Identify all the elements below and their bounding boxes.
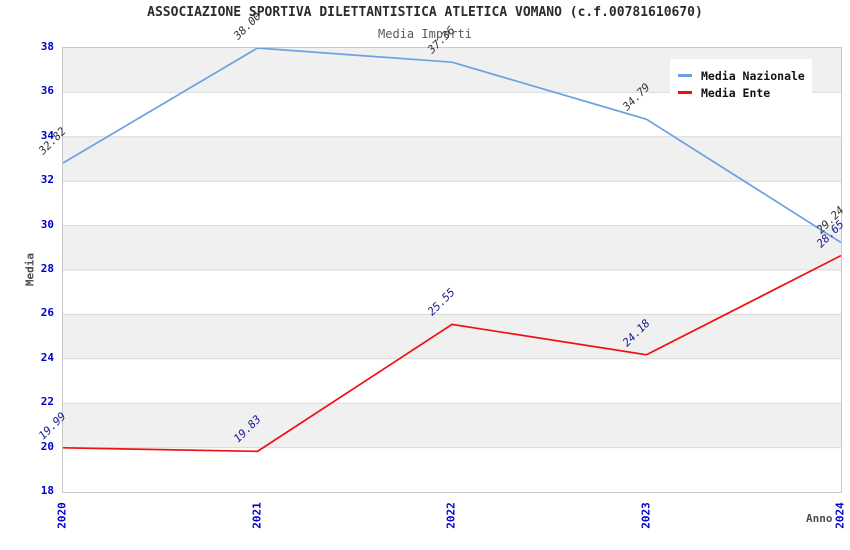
y-tick-label: 36 (40, 84, 54, 98)
y-tick-label: 24 (40, 350, 54, 364)
chart-title: ASSOCIAZIONE SPORTIVA DILETTANTISTICA AT… (147, 5, 703, 20)
y-tick-label: 20 (40, 439, 54, 453)
legend-label: Media Ente (701, 85, 771, 100)
x-tick-label: 2023 (639, 502, 652, 529)
x-tick-label: 2020 (55, 502, 69, 529)
x-tick-label: 2022 (444, 502, 458, 529)
blue-line-swatch-icon (678, 74, 692, 77)
red-line-swatch-icon (678, 91, 692, 94)
legend-label: Media Nazionale (701, 68, 805, 83)
x-tick-label: 2024 (833, 502, 847, 529)
chart-subtitle: Media Importi (378, 27, 472, 41)
legend: Media Nazionale Media Ente (670, 59, 812, 109)
y-tick-label: 38 (40, 40, 54, 53)
x-axis-title: Anno (806, 512, 833, 525)
y-tick-label: 28 (40, 262, 54, 275)
y-tick-label: 34 (40, 128, 54, 142)
legend-item-media-ente: Media Ente (678, 85, 804, 100)
plot-area (62, 47, 842, 493)
x-tick-label: 2021 (250, 502, 263, 529)
y-tick-label: 32 (40, 173, 54, 187)
y-tick-label: 26 (40, 306, 54, 320)
legend-item-media-nazionale: Media Nazionale (678, 68, 805, 83)
plot-canvas (63, 48, 841, 492)
y-tick-label: 22 (40, 395, 54, 409)
y-tick-label: 30 (40, 217, 54, 231)
y-tick-label: 18 (40, 484, 54, 497)
